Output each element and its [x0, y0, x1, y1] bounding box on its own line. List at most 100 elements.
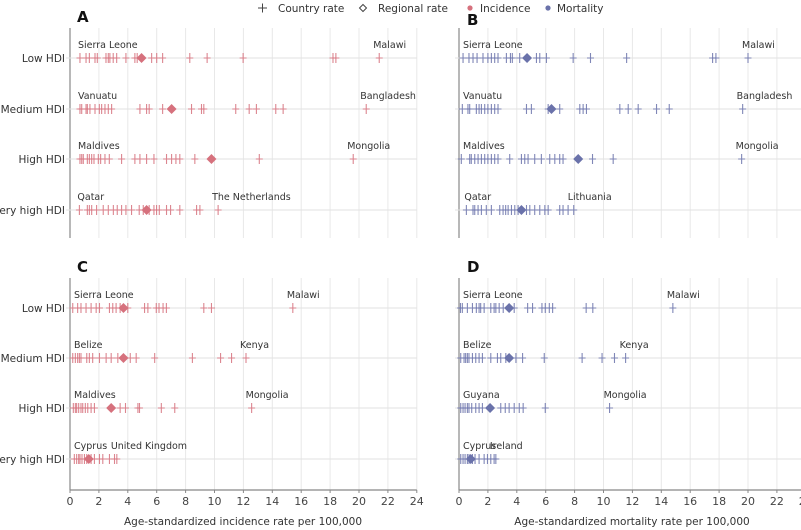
- country-rate-marker: [143, 154, 151, 164]
- country-rate-marker: [623, 53, 631, 63]
- x-tick-label: 22: [381, 495, 395, 508]
- country-rate-marker: [151, 353, 159, 363]
- country-rate-marker: [582, 303, 590, 313]
- regional-rate-marker: [118, 303, 129, 313]
- max-country-label: Malawi: [373, 40, 406, 51]
- country-rate-marker: [255, 154, 263, 164]
- row-medium-hdi: Vanuatu Bangladesh: [455, 91, 801, 114]
- category-label: Medium HDI: [1, 353, 65, 365]
- country-rate-marker: [586, 53, 594, 63]
- country-rate-marker: [176, 154, 184, 164]
- max-country-label: Bangladesh: [737, 91, 793, 102]
- x-tick-label: 2: [484, 495, 491, 508]
- country-rate-marker: [108, 104, 116, 114]
- country-rate-marker: [527, 104, 535, 114]
- row-low-hdi: Sierra Leone Malawi: [455, 40, 801, 63]
- country-rate-marker: [99, 454, 107, 464]
- country-rate-marker: [95, 303, 103, 313]
- category-label: Very high HDI: [0, 205, 65, 217]
- country-rate-marker: [155, 205, 163, 215]
- regional-rate-marker: [83, 454, 94, 464]
- country-rate-marker: [622, 353, 630, 363]
- country-rate-marker: [159, 104, 167, 114]
- x-axis-label: Age-standardized incidence rate per 100,…: [124, 516, 362, 528]
- country-rate-marker: [128, 205, 136, 215]
- legend-mortality-label: Mortality: [557, 3, 604, 15]
- country-rate-marker: [203, 53, 211, 63]
- category-label: Very high HDI: [0, 454, 65, 466]
- country-rate-marker: [121, 403, 129, 413]
- country-rate-marker: [669, 303, 677, 313]
- country-rate-marker: [272, 104, 280, 114]
- x-tick-label: 20: [352, 495, 366, 508]
- country-rate-marker: [494, 104, 502, 114]
- category-label: Low HDI: [22, 303, 65, 315]
- country-rate-marker: [524, 154, 532, 164]
- max-country-label: Malawi: [742, 40, 775, 51]
- country-rate-marker: [200, 104, 208, 114]
- regional-rate-marker: [141, 205, 152, 215]
- country-rate-marker: [466, 104, 474, 114]
- country-rate-marker: [744, 53, 752, 63]
- country-rate-marker: [75, 205, 83, 215]
- panel-letter: D: [467, 258, 479, 276]
- country-rate-marker: [245, 104, 253, 114]
- country-rate-marker: [113, 53, 121, 63]
- country-rate-marker: [610, 353, 618, 363]
- country-rate-marker: [559, 154, 567, 164]
- country-rate-marker: [536, 53, 544, 63]
- country-rate-marker: [167, 205, 175, 215]
- country-rate-marker: [113, 454, 121, 464]
- country-rate-marker: [634, 104, 642, 114]
- country-rate-marker: [217, 353, 225, 363]
- country-rate-marker: [473, 53, 481, 63]
- regional-rate-marker: [546, 104, 557, 114]
- country-rate-marker: [589, 303, 597, 313]
- row-medium-hdi: Belize Kenya: [455, 340, 801, 363]
- mortality-dot-icon: [545, 5, 551, 11]
- country-rate-marker: [492, 454, 500, 464]
- x-tick-label: 20: [741, 495, 755, 508]
- row-high-hdi: High HDI Maldives Mongolia: [18, 141, 417, 166]
- country-rate-marker: [150, 154, 158, 164]
- row-low-hdi: Low HDI Sierra Leone Malawi: [22, 40, 417, 65]
- min-country-label: Sierra Leone: [78, 40, 138, 51]
- country-rate-marker: [549, 303, 557, 313]
- max-country-label: Mongolia: [347, 141, 390, 152]
- min-country-label: Vanuatu: [463, 91, 502, 102]
- country-rate-marker: [494, 53, 502, 63]
- x-tick-label: 10: [208, 495, 222, 508]
- country-rate-marker: [132, 353, 140, 363]
- regional-rate-marker: [516, 205, 527, 215]
- country-rate-marker: [279, 104, 287, 114]
- country-rate-marker: [228, 353, 236, 363]
- country-rate-marker: [540, 353, 548, 363]
- panel-letter: A: [77, 8, 89, 26]
- min-country-label: Maldives: [74, 390, 116, 401]
- x-tick-label: 6: [542, 495, 549, 508]
- regional-rate-marker: [166, 104, 177, 114]
- min-country-label: Cyprus: [74, 441, 107, 452]
- x-tick-label: 18: [712, 495, 726, 508]
- country-rate-marker: [145, 104, 153, 114]
- country-rate-marker: [136, 403, 144, 413]
- x-tick-label: 2: [95, 495, 102, 508]
- country-rate-marker: [232, 104, 240, 114]
- cross-icon: [258, 3, 267, 13]
- legend: Country rate Regional rate Incidence Mor…: [258, 3, 604, 15]
- country-rate-marker: [176, 205, 184, 215]
- country-rate-marker: [606, 403, 614, 413]
- country-rate-marker: [589, 154, 597, 164]
- row-medium-hdi: Medium HDI Belize Kenya: [1, 340, 417, 365]
- country-rate-marker: [616, 104, 624, 114]
- country-rate-marker: [570, 205, 578, 215]
- country-rate-marker: [90, 403, 98, 413]
- country-rate-marker: [556, 104, 564, 114]
- country-rate-marker: [457, 154, 465, 164]
- category-label: Low HDI: [22, 53, 65, 65]
- country-rate-marker: [609, 154, 617, 164]
- min-country-label: Maldives: [78, 141, 120, 152]
- country-rate-marker: [76, 53, 84, 63]
- row-low-hdi: Low HDI Sierra Leone Malawi: [22, 290, 417, 315]
